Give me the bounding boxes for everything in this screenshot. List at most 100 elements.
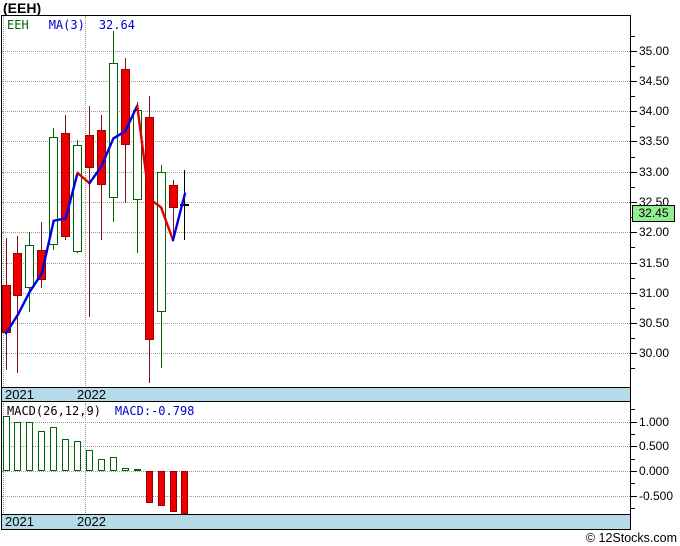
- x-axis-band-main: 2021 2022: [1, 387, 631, 402]
- macd-bar: [14, 421, 22, 471]
- macd-bar: [86, 450, 93, 471]
- macd-axis-label: 0.000: [639, 464, 670, 478]
- macd-axis-minor-tick: [631, 409, 635, 411]
- macd-bar: [181, 471, 189, 514]
- price-axis-tick: [631, 171, 637, 173]
- price-axis-minor-tick: [631, 126, 635, 128]
- macd-legend: MACD(26,12,9) MACD:-0.798: [7, 404, 194, 418]
- price-gridline: [2, 80, 630, 82]
- price-gridline: [2, 292, 630, 294]
- macd-axis-minor-tick: [631, 483, 635, 485]
- candle-body: [168, 185, 178, 209]
- year-gridline: [84, 16, 86, 386]
- price-gridline: [2, 141, 630, 143]
- price-axis-label: 33.00: [639, 164, 670, 179]
- price-axis-tick: [631, 111, 637, 113]
- price-axis-tick: [631, 141, 637, 143]
- price-gridline: [2, 323, 630, 325]
- candle-body: [73, 145, 83, 253]
- legend-ma-label: MA(3): [48, 18, 85, 32]
- price-axis-minor-tick: [631, 35, 635, 37]
- macd-gridline: [2, 446, 630, 448]
- candle-body: [132, 110, 142, 201]
- price-gridline: [2, 50, 630, 52]
- candle-body: [49, 137, 59, 245]
- macd-axis-tick: [631, 471, 637, 472]
- price-axis-label: 32.00: [639, 225, 670, 240]
- macd-axis-label: 0.500: [639, 439, 670, 454]
- candle-body: [37, 249, 47, 281]
- candle-body: [120, 68, 130, 146]
- macd-axis-tick: [631, 495, 637, 497]
- x-axis-band-macd: 2021 2022: [1, 514, 631, 530]
- price-axis-tick: [631, 262, 637, 264]
- price-axis-minor-tick: [631, 247, 635, 249]
- macd-axis-minor-tick: [631, 433, 635, 435]
- macd-bar: [74, 440, 82, 471]
- macd-bar: [38, 430, 46, 471]
- price-gridline: [2, 353, 630, 355]
- price-axis-tick: [631, 353, 637, 355]
- macd-panel: MACD(26,12,9) MACD:-0.798: [1, 402, 631, 514]
- price-axis-minor-tick: [631, 307, 635, 309]
- candle-body: [144, 117, 154, 340]
- price-axis-tick: [631, 323, 637, 325]
- macd-bar: [50, 426, 58, 471]
- candle-body: [25, 244, 35, 288]
- price-axis-minor-tick: [631, 338, 635, 340]
- macd-bar: [26, 422, 34, 471]
- price-gridline: [2, 202, 630, 203]
- macd-axis-label: 1.000: [639, 414, 670, 429]
- price-axis-label: 31.00: [639, 285, 670, 300]
- macd-axis-minor-tick: [631, 458, 635, 460]
- macd-axis-tick: [631, 421, 637, 423]
- macd-gridline: [2, 471, 630, 472]
- candle-doji-cross: [180, 204, 190, 207]
- macd-bar: [62, 439, 70, 471]
- candle-body: [108, 62, 118, 198]
- year-label-2021: 2021: [5, 514, 34, 529]
- price-chart-panel: EEH MA(3) 32.64: [1, 15, 631, 387]
- price-axis-tick: [631, 80, 637, 82]
- candle-body: [1, 284, 11, 334]
- macd-axis-minor-tick: [631, 508, 635, 510]
- price-axis-minor-tick: [631, 277, 635, 279]
- page-title: (EEH): [3, 0, 42, 16]
- price-axis-minor-tick: [631, 368, 635, 370]
- macd-bar: [145, 471, 153, 504]
- macd-gridline: [2, 495, 630, 497]
- macd-bar: [157, 471, 165, 507]
- year-gridline: [84, 403, 86, 513]
- price-axis-tick: [631, 292, 637, 294]
- price-axis-label: 34.00: [639, 104, 670, 119]
- macd-bar: [2, 415, 10, 471]
- macd-bar: [97, 459, 105, 471]
- macd-bar: [121, 467, 129, 471]
- candle-body: [13, 253, 23, 296]
- year-label-2022: 2022: [77, 514, 106, 529]
- price-gridline: [2, 232, 630, 234]
- price-gridline: [2, 262, 630, 264]
- legend-ma-value: 32.64: [98, 18, 135, 32]
- copyright-watermark: © 12Stocks.com: [585, 531, 677, 545]
- year-gridline: [3, 16, 4, 386]
- current-price-badge: 32.45: [632, 205, 675, 223]
- year-label-2022: 2022: [77, 387, 106, 402]
- macd-legend-value: MACD:-0.798: [114, 404, 195, 418]
- price-axis-label: 35.00: [639, 43, 670, 58]
- price-gridline: [2, 111, 630, 113]
- macd-axis-tick: [631, 446, 637, 448]
- macd-axis-label: -0.500: [639, 488, 674, 503]
- candle-body: [156, 171, 166, 313]
- candle-body: [96, 129, 106, 186]
- legend-symbol: EEH: [7, 18, 29, 32]
- price-axis-label: 30.50: [639, 316, 670, 331]
- price-axis-minor-tick: [631, 186, 635, 188]
- macd-legend-label: MACD(26,12,9): [7, 404, 101, 418]
- price-axis-minor-tick: [631, 65, 635, 67]
- price-axis-tick: [631, 50, 637, 52]
- price-axis-label: 31.50: [639, 255, 670, 270]
- price-axis-minor-tick: [631, 96, 635, 98]
- price-axis-minor-tick: [631, 156, 635, 158]
